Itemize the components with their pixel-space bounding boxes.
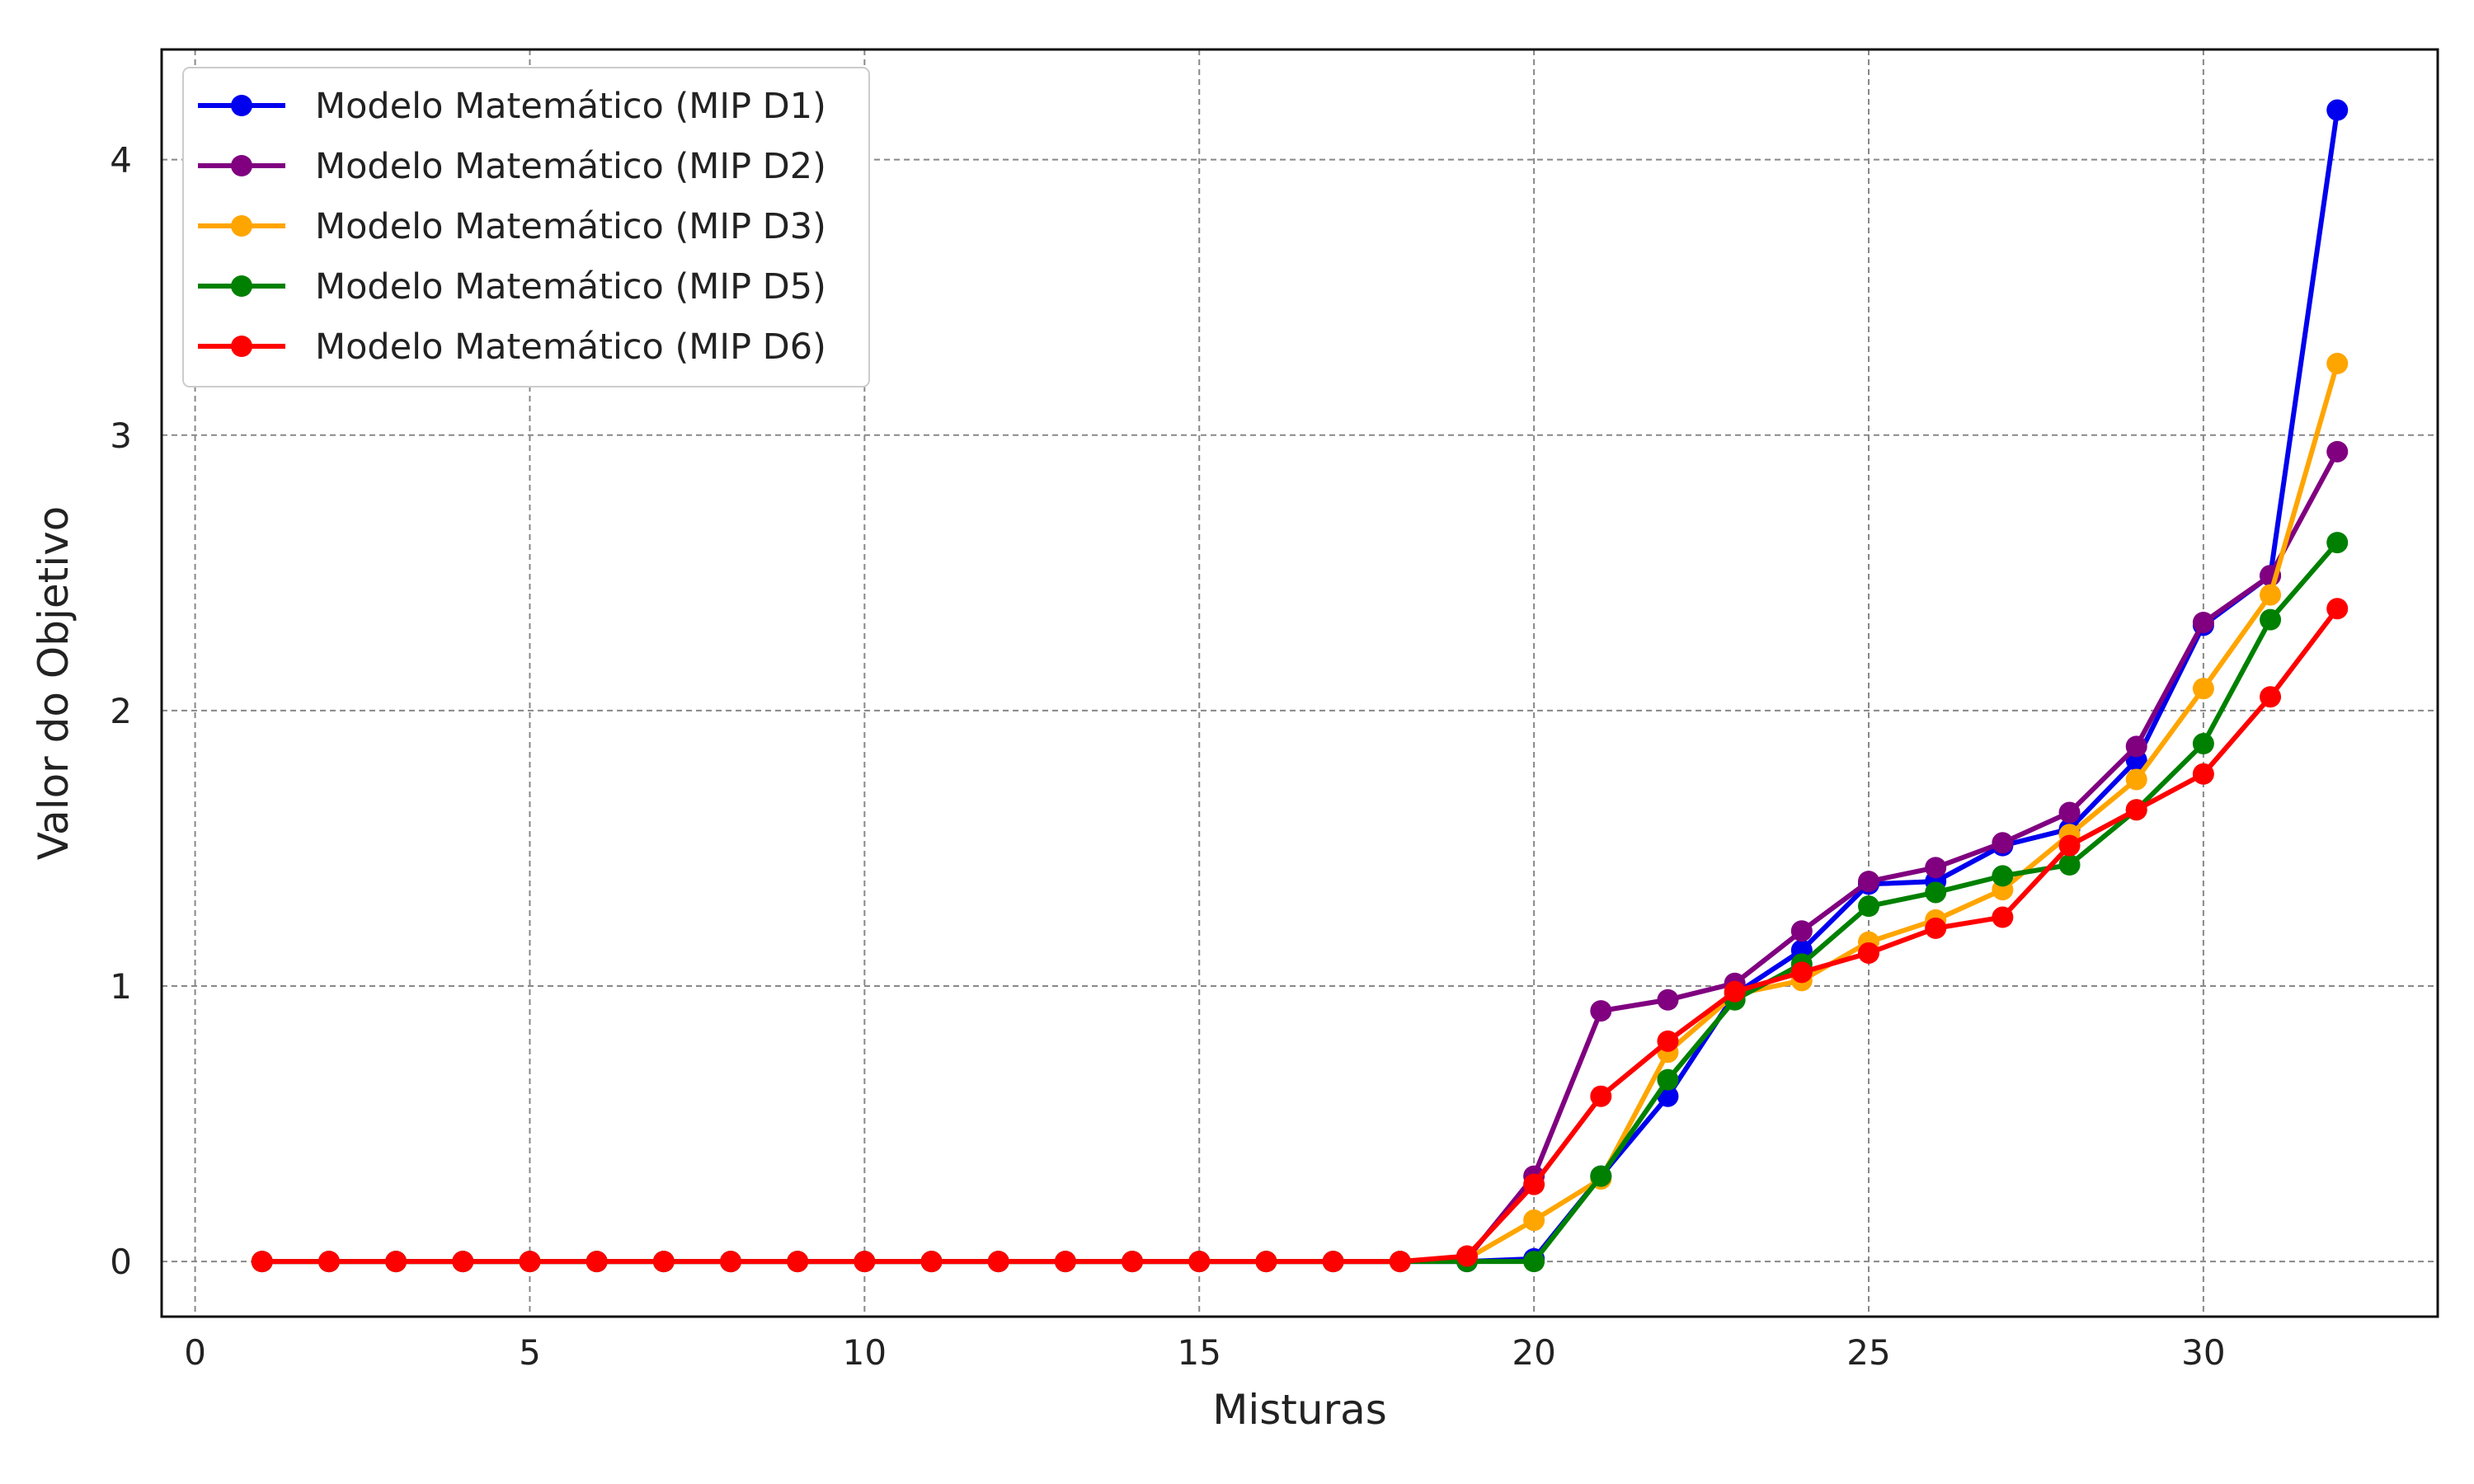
data-point [787,1251,809,1273]
data-point [2125,735,2147,758]
data-point [2058,854,2081,876]
data-point [385,1251,407,1273]
legend-item: Modelo Matemático (MIP D6) [198,326,826,368]
data-point [920,1251,943,1273]
data-point [251,1251,273,1273]
data-point [652,1251,675,1273]
y-tick-label: 4 [110,140,132,181]
x-tick-label: 10 [843,1332,887,1373]
data-point [2326,352,2349,374]
data-point [1523,1209,1545,1232]
legend-box [182,67,870,387]
data-point [2192,678,2214,700]
series-5 [251,598,2349,1273]
data-point [2326,99,2349,121]
series-line [261,607,2340,1265]
legend-label: Modelo Matemático (MIP D5) [315,266,826,308]
data-point [1523,1251,1545,1273]
legend: Modelo Matemático (MIP D1) Modelo Matemát… [182,67,870,387]
data-point [1255,1251,1277,1273]
data-point [1925,881,1947,904]
data-point [1322,1251,1344,1273]
data-point [1054,1251,1076,1273]
data-point [2192,733,2214,755]
legend-label: Modelo Matemático (MIP D3) [315,206,826,247]
data-point [1657,989,1679,1011]
legend-item: Modelo Matemático (MIP D2) [198,146,826,187]
data-point [1122,1251,1144,1273]
series-layer [251,99,2349,1273]
data-point [2058,834,2081,857]
data-point [2326,440,2349,463]
data-point [452,1251,474,1273]
legend-swatch-marker [231,336,252,357]
y-tick-label: 1 [110,966,132,1007]
legend-swatch-marker [231,275,252,297]
data-point [1858,942,1879,964]
legend-item: Modelo Matemático (MIP D1) [198,86,826,127]
data-point [1523,1173,1545,1195]
x-tick-label: 5 [519,1332,541,1373]
x-tick-label: 25 [1846,1332,1890,1373]
data-point [1992,865,2014,887]
data-point [1590,1165,1612,1187]
legend-swatch-marker [231,95,252,116]
data-point [720,1251,741,1273]
legend-label: Modelo Matemático (MIP D6) [315,326,826,368]
data-point [2260,584,2282,606]
data-point [1790,961,1813,984]
data-point [1724,980,1746,1003]
y-tick-label: 2 [110,691,132,731]
legend-label: Modelo Matemático (MIP D1) [315,86,826,127]
legend-label: Modelo Matemático (MIP D2) [315,146,826,187]
legend-swatch-marker [231,155,252,176]
data-point [1858,871,1879,893]
data-point [1456,1245,1478,1267]
data-point [1858,895,1879,918]
y-axis-title: Valor do Objetivo [30,506,78,861]
legend-item: Modelo Matemático (MIP D3) [198,206,826,247]
data-point [2326,598,2349,620]
legend-swatch-marker [231,215,252,237]
data-point [1389,1251,1411,1273]
data-point [1188,1251,1211,1273]
y-tick-label: 0 [110,1242,132,1282]
data-point [854,1251,876,1273]
x-axis-title: Misturas [1212,1386,1387,1434]
x-tick-label: 30 [2181,1332,2225,1373]
data-point [1925,917,1947,939]
x-tick-label: 15 [1178,1332,1221,1373]
y-tick-label: 3 [110,416,132,456]
data-point [1657,1068,1679,1091]
data-point [1925,857,1947,879]
data-point [987,1251,1009,1273]
data-point [2058,801,2081,824]
data-point [1657,1030,1679,1052]
data-point [2125,768,2147,791]
data-point [2192,611,2214,633]
plot-frame [160,48,2439,1318]
data-point [1590,1085,1612,1107]
tick-labels: 0 5 10 15 20 25 30 0 1 2 3 4 [110,140,2225,1373]
data-point [586,1251,608,1273]
data-point [2260,686,2282,708]
data-point [2326,532,2349,554]
data-point [317,1251,340,1273]
data-point [1790,920,1813,942]
data-point [2192,763,2214,785]
data-point [2260,608,2282,631]
data-point [1992,906,2014,928]
data-point [1590,1000,1612,1022]
x-tick-label: 0 [184,1332,206,1373]
legend-item: Modelo Matemático (MIP D5) [198,266,826,308]
x-tick-label: 20 [1512,1332,1555,1373]
data-point [519,1251,541,1273]
data-point [1992,832,2014,854]
data-point [2125,799,2147,821]
